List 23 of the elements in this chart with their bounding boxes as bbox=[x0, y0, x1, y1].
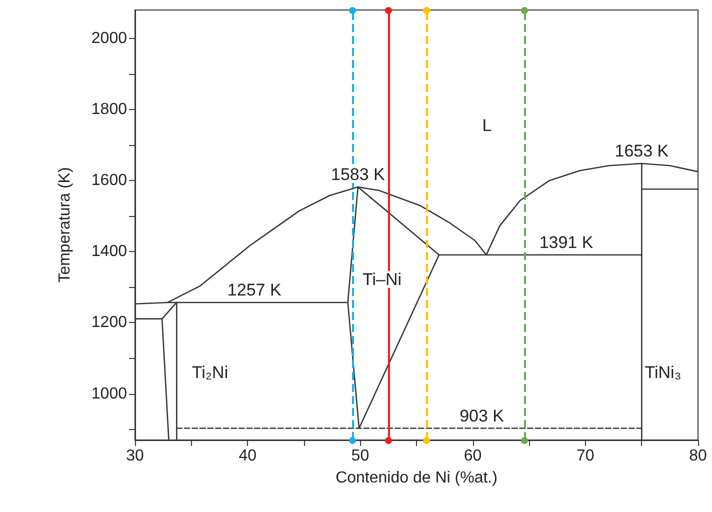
y-tick-label: 1600 bbox=[91, 172, 128, 190]
annotation: Ti–Ni bbox=[362, 270, 402, 289]
y-tick-label: 1000 bbox=[91, 385, 128, 402]
annotation: 903 K bbox=[460, 406, 505, 426]
annotation: 1583 K bbox=[331, 164, 386, 184]
y-tick-label: 1800 bbox=[91, 101, 128, 118]
x-tick-label: 40 bbox=[238, 448, 257, 464]
x-tick-label: 60 bbox=[464, 448, 482, 464]
y-tick-label: 1200 bbox=[91, 314, 128, 332]
y-tick-label: 2000 bbox=[91, 30, 128, 47]
x-tick-label: 70 bbox=[576, 448, 594, 464]
x-tick-label: 50 bbox=[351, 448, 370, 464]
annotation: L bbox=[482, 116, 492, 135]
annotation: TiNi₃ bbox=[644, 363, 682, 382]
y-tick-label: 1400 bbox=[91, 243, 128, 260]
annotation: Ti₂Ni bbox=[192, 363, 228, 382]
x-tick-label: 80 bbox=[689, 448, 707, 464]
annotation: 1391 K bbox=[539, 232, 594, 252]
annotation: 1653 K bbox=[614, 142, 670, 161]
annotation: 1257 K bbox=[227, 280, 282, 300]
x-axis-title: Contenido de Ni (%at.) bbox=[336, 470, 498, 486]
x-tick-label: 30 bbox=[126, 448, 144, 464]
y-axis-title: Temperatura (K) bbox=[56, 167, 74, 283]
